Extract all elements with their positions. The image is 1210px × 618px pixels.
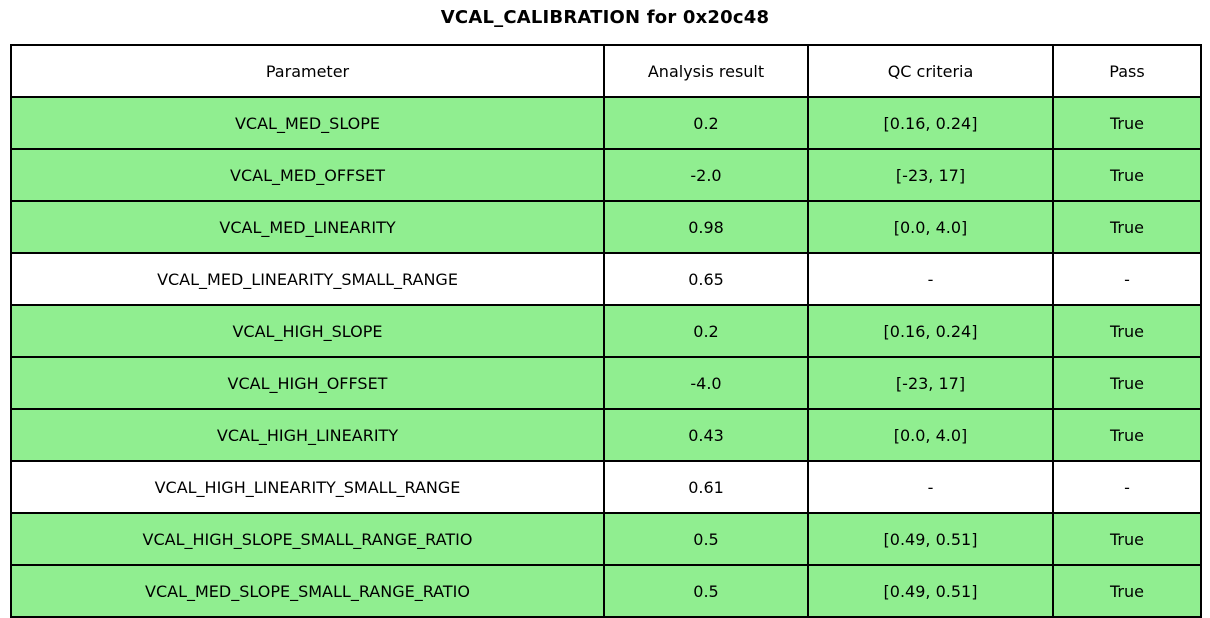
cell-pass: True [1052,512,1202,566]
cell-criteria: - [807,460,1054,514]
cell-result: 0.98 [603,200,809,254]
cell-criteria: [-23, 17] [807,148,1054,202]
table-row: VCAL_MED_OFFSET -2.0 [-23, 17] True [10,148,1202,202]
cell-result: 0.5 [603,564,809,618]
cell-result: 0.2 [603,304,809,358]
cell-parameter: VCAL_HIGH_LINEARITY_SMALL_RANGE [10,460,605,514]
cell-criteria: - [807,252,1054,306]
cell-criteria: [-23, 17] [807,356,1054,410]
cell-parameter: VCAL_MED_SLOPE [10,96,605,150]
cell-parameter: VCAL_HIGH_SLOPE_SMALL_RANGE_RATIO [10,512,605,566]
cell-criteria: [0.49, 0.51] [807,512,1054,566]
table-row: VCAL_HIGH_SLOPE_SMALL_RANGE_RATIO 0.5 [0.4… [10,512,1202,566]
cell-criteria: [0.16, 0.24] [807,304,1054,358]
cell-result: 0.65 [603,252,809,306]
cell-parameter: VCAL_HIGH_LINEARITY [10,408,605,462]
cell-result: 0.2 [603,96,809,150]
cell-pass: True [1052,564,1202,618]
cell-pass: True [1052,408,1202,462]
figure-title: VCAL_CALIBRATION for 0x20c48 [440,7,770,28]
cell-pass: - [1052,252,1202,306]
cell-parameter: VCAL_MED_LINEARITY [10,200,605,254]
table-body: VCAL_MED_SLOPE 0.2 [0.16, 0.24] True VCAL_ME… [10,96,1202,618]
cell-pass: True [1052,96,1202,150]
table-row: VCAL_HIGH_SLOPE 0.2 [0.16, 0.24] True [10,304,1202,358]
table-row: VCAL_HIGH_OFFSET -4.0 [-23, 17] True [10,356,1202,410]
header-row: Parameter Analysis result QC criteria Pa… [10,44,1202,98]
table-row: VCAL_MED_LINEARITY_SMALL_RANGE 0.65- - [10,252,1202,306]
header-analysis-result: Analysis result [603,44,809,98]
cell-parameter: VCAL_HIGH_SLOPE [10,304,605,358]
cell-parameter: VCAL_MED_OFFSET [10,148,605,202]
cell-criteria: [0.16, 0.24] [807,96,1054,150]
cell-criteria: [0.49, 0.51] [807,564,1054,618]
cell-parameter: VCAL_MED_SLOPE_SMALL_RANGE_RATIO [10,564,605,618]
cell-criteria: [0.0, 4.0] [807,408,1054,462]
header-parameter: Parameter [10,44,605,98]
cell-result: 0.5 [603,512,809,566]
table-row: VCAL_HIGH_LINEARITY_SMALL_RANGE 0.61- - [10,460,1202,514]
table-row: VCAL_HIGH_LINEARITY 0.43 [0.0, 4.0] True [10,408,1202,462]
table-row: VCAL_MED_LINEARITY 0.98 [0.0, 4.0] True [10,200,1202,254]
header-qc-criteria: QC criteria [807,44,1054,98]
cell-parameter: VCAL_MED_LINEARITY_SMALL_RANGE [10,252,605,306]
header-pass: Pass [1052,44,1202,98]
cell-parameter: VCAL_HIGH_OFFSET [10,356,605,410]
cell-pass: True [1052,148,1202,202]
cell-pass: True [1052,304,1202,358]
cell-pass: - [1052,460,1202,514]
cell-pass: True [1052,200,1202,254]
table-row: VCAL_MED_SLOPE_SMALL_RANGE_RATIO 0.5 [0.49… [10,564,1202,618]
cell-result: -4.0 [603,356,809,410]
cell-result: 0.61 [603,460,809,514]
cell-criteria: [0.0, 4.0] [807,200,1054,254]
cell-result: 0.43 [603,408,809,462]
table-row: VCAL_MED_SLOPE 0.2 [0.16, 0.24] True [10,96,1202,150]
table-header: Parameter Analysis result QC criteria Pa… [10,44,1202,98]
qc-results-table: Parameter Analysis result QC criteria Pa… [10,44,1202,618]
cell-result: -2.0 [603,148,809,202]
cell-pass: True [1052,356,1202,410]
